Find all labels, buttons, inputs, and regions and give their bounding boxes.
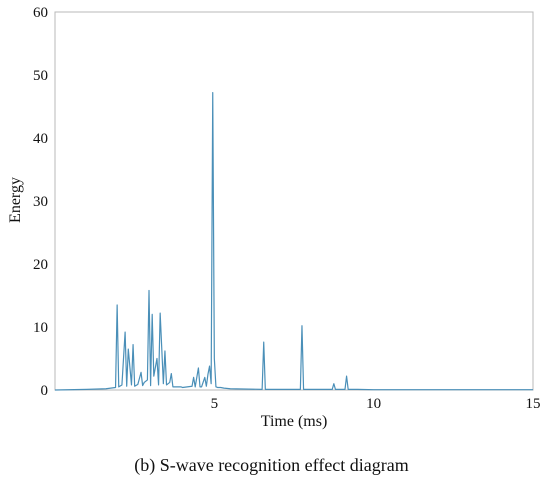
x-tick-label: 10: [366, 396, 381, 412]
y-axis: 0 10 20 30 40 50 60: [33, 5, 48, 399]
y-tick-label: 30: [33, 194, 48, 210]
y-tick-label: 20: [33, 257, 48, 273]
energy-series-line: [54, 92, 533, 391]
y-tick-label: 10: [33, 320, 48, 336]
y-axis-title: Energy: [7, 177, 24, 223]
y-tick-label: 0: [41, 383, 49, 399]
plot-frame: [54, 11, 534, 391]
y-tick-label: 40: [33, 131, 48, 147]
x-tick-label: 15: [526, 396, 541, 412]
x-axis-title: Time (ms): [261, 413, 328, 430]
figure-caption: (b) S-wave recognition effect diagram: [134, 455, 409, 475]
y-tick-label: 50: [33, 68, 48, 84]
y-tick-label: 60: [33, 5, 48, 21]
x-tick-label: 5: [211, 396, 219, 412]
x-axis: 5 10 15: [211, 396, 541, 412]
